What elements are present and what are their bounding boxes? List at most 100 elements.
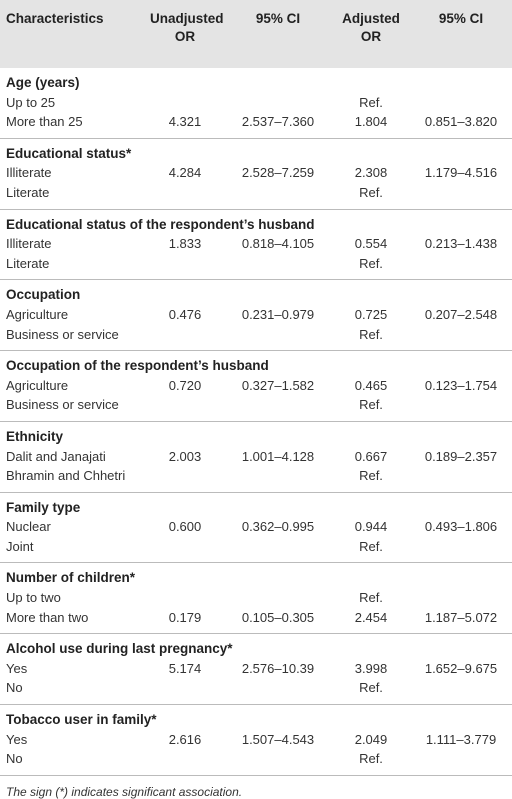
cell-value: 2.454 bbox=[332, 607, 410, 635]
cell-value: 1.652–9.675 bbox=[424, 660, 498, 676]
data-row: Literate Ref. bbox=[0, 253, 512, 281]
empty-cell bbox=[410, 536, 512, 564]
empty-cell bbox=[224, 395, 332, 422]
empty-cell bbox=[224, 253, 332, 281]
row-label: No bbox=[0, 749, 146, 776]
section-row: Tobacco user in family* bbox=[0, 705, 512, 730]
section-row: Occupation bbox=[0, 280, 512, 305]
section-title: Age (years) bbox=[6, 75, 80, 90]
empty-cell bbox=[146, 749, 224, 776]
section-title: Educational status* bbox=[6, 145, 132, 161]
cell-value: 4.321 bbox=[146, 112, 224, 139]
empty-cell bbox=[146, 182, 224, 210]
cell-value: 0.667 bbox=[354, 448, 388, 464]
empty-cell bbox=[224, 466, 332, 493]
empty-cell bbox=[410, 395, 512, 422]
cell-value: Ref. bbox=[359, 94, 383, 110]
empty-cell bbox=[224, 536, 332, 564]
cell-value: 0.720 bbox=[168, 377, 202, 393]
cell-value: 2.308 bbox=[354, 165, 388, 181]
empty-cell bbox=[410, 466, 512, 493]
empty-cell bbox=[410, 678, 512, 706]
data-row: No Ref. bbox=[0, 749, 512, 776]
section-title: Occupation bbox=[6, 287, 81, 303]
section-row: Number of children* bbox=[0, 563, 512, 588]
section-title: Alcohol use during last pregnancy* bbox=[6, 641, 233, 657]
data-row: More than two 0.179 0.105–0.305 2.454 1.187–… bbox=[0, 607, 512, 635]
row-label: Yes bbox=[6, 660, 28, 676]
cell-value: 0.818–4.105 bbox=[241, 236, 315, 252]
empty-cell bbox=[410, 588, 512, 608]
empty-cell bbox=[146, 466, 224, 493]
data-row: Up to two Ref. bbox=[0, 588, 512, 608]
column-header: 95% CI bbox=[410, 0, 512, 68]
empty-cell bbox=[224, 324, 332, 352]
cell-value: 0.189–2.357 bbox=[424, 448, 498, 464]
row-label: More than two bbox=[0, 607, 146, 635]
empty-cell bbox=[146, 536, 224, 564]
section-title: Ethnicity bbox=[6, 428, 64, 444]
cell-value: 0.362–0.995 bbox=[241, 519, 315, 535]
row-label: Literate bbox=[0, 253, 146, 281]
cell-value: 0.465 bbox=[354, 377, 388, 393]
empty-cell bbox=[224, 749, 332, 776]
cell-value: Ref. bbox=[332, 324, 410, 352]
section-row: Educational status* bbox=[0, 138, 512, 163]
empty-cell bbox=[224, 678, 332, 706]
column-header: 95% CI bbox=[224, 0, 332, 68]
empty-cell bbox=[410, 182, 512, 210]
empty-cell bbox=[146, 253, 224, 281]
section-row: Age (years) bbox=[0, 68, 512, 93]
cell-value: 3.998 bbox=[354, 660, 388, 676]
cell-value: Ref. bbox=[332, 536, 410, 564]
empty-cell bbox=[224, 182, 332, 210]
empty-cell bbox=[146, 678, 224, 706]
data-row: Yes 5.174 2.576–10.39 3.998 1.652–9.675 bbox=[0, 659, 512, 679]
data-row: Business or service Ref. bbox=[0, 395, 512, 422]
cell-value: 0.179 bbox=[146, 607, 224, 635]
header-row: Characteristics Unadjusted OR 95% CI Adjust… bbox=[0, 0, 512, 68]
section-row: Educational status of the respondent’s h… bbox=[0, 209, 512, 234]
data-row: Dalit and Janajati 2.003 1.001–4.128 0.667 0… bbox=[0, 447, 512, 467]
column-header: Characteristics bbox=[0, 0, 146, 68]
footnote: The sign (*) indicates significant assoc… bbox=[6, 784, 243, 799]
column-header: Adjusted OR bbox=[332, 0, 410, 68]
row-label: Joint bbox=[0, 536, 146, 564]
cell-value: 0.554 bbox=[354, 236, 388, 252]
cell-value: 0.944 bbox=[354, 519, 388, 535]
data-row: Business or service Ref. bbox=[0, 324, 512, 352]
cell-value: Ref. bbox=[332, 182, 410, 210]
cell-value: 1.507–4.543 bbox=[241, 731, 315, 747]
cell-value: 0.493–1.806 bbox=[424, 519, 498, 535]
column-header: Unadjusted OR bbox=[146, 0, 224, 68]
cell-value: Ref. bbox=[332, 749, 410, 776]
table: Characteristics Unadjusted OR 95% CI Adjust… bbox=[0, 0, 512, 776]
empty-cell bbox=[410, 324, 512, 352]
cell-value: Ref. bbox=[332, 253, 410, 281]
cell-value: 1.111–3.779 bbox=[425, 731, 497, 747]
empty-cell bbox=[146, 93, 224, 113]
cell-value: 0.725 bbox=[354, 306, 388, 322]
cell-value: 2.616 bbox=[168, 731, 202, 747]
cell-value: 0.327–1.582 bbox=[241, 377, 315, 393]
data-row: More than 25 4.321 2.537–7.360 1.804 0.851–3… bbox=[0, 112, 512, 139]
cell-value: 1.833 bbox=[168, 236, 202, 252]
cell-value: 1.001–4.128 bbox=[241, 448, 315, 464]
data-row: Joint Ref. bbox=[0, 536, 512, 564]
cell-value: 0.105–0.305 bbox=[224, 607, 332, 635]
cell-value: 2.537–7.360 bbox=[224, 112, 332, 139]
table-body: Age (years) Up to 25 Ref. More than 25 4.321… bbox=[0, 68, 512, 776]
data-row: Illiterate 4.284 2.528–7.259 2.308 1.179–4.5… bbox=[0, 163, 512, 183]
empty-cell bbox=[410, 93, 512, 113]
empty-cell bbox=[410, 253, 512, 281]
cell-value: 2.049 bbox=[354, 731, 388, 747]
section-title: Number of children* bbox=[6, 570, 136, 586]
cell-value: 0.213–1.438 bbox=[424, 236, 498, 252]
row-label: Bhramin and Chhetri bbox=[0, 466, 146, 493]
row-label: Business or service bbox=[0, 395, 146, 422]
section-row: Ethnicity bbox=[0, 421, 512, 446]
section-row: Occupation of the respondent’s husband bbox=[0, 351, 512, 376]
data-row: Nuclear 0.600 0.362–0.995 0.944 0.493–1.806 bbox=[0, 517, 512, 537]
cell-value: 2.576–10.39 bbox=[241, 660, 315, 676]
empty-cell bbox=[146, 588, 224, 608]
